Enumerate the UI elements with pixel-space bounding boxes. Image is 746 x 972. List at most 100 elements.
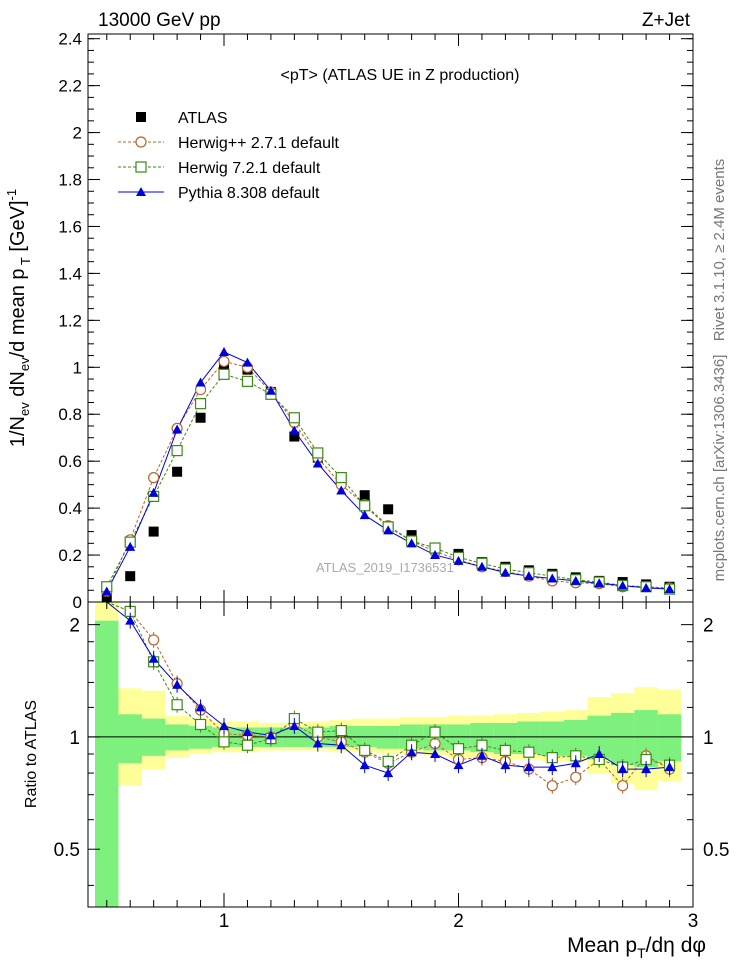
ratio-point-herwig7 xyxy=(523,746,535,758)
band-inner xyxy=(610,712,635,766)
x-tick-label: 3 xyxy=(688,911,699,932)
ratio-y-label: Ratio to ATLAS xyxy=(23,700,40,808)
point-pythia xyxy=(641,582,652,592)
ratio-point-herwig7 xyxy=(218,736,230,748)
ratio-point-pythia xyxy=(547,762,558,772)
ratio-point-herwig7 xyxy=(452,743,465,755)
ratio-point-herwigpp xyxy=(148,634,160,646)
band-inner xyxy=(118,714,142,764)
point-data xyxy=(172,466,183,477)
point-pythia xyxy=(336,485,347,495)
band-inner xyxy=(517,721,541,754)
ratio-point-pythia xyxy=(219,720,230,730)
point-pythia xyxy=(500,567,511,577)
point-pythia xyxy=(664,584,675,594)
point-herwig7 xyxy=(194,398,207,410)
mcplots-label: mcplots.cern.ch [arXiv:1306.3436] xyxy=(711,355,728,582)
point-pythia xyxy=(523,571,534,581)
legend-marker-data xyxy=(136,112,146,122)
point-pythia xyxy=(101,586,112,596)
point-pythia xyxy=(359,510,370,520)
main-y-axis: 0 0.2 0.4 0.6 0.8 1 1.2 1.4 1.6 1.8 2 2.2 2.4 xyxy=(58,30,693,612)
band-inner xyxy=(587,715,611,760)
series-line-pythia xyxy=(106,351,670,592)
ratio-point-pythia xyxy=(430,748,441,758)
ratio-point-pythia xyxy=(594,748,605,758)
x-axis: 1 2 3 xyxy=(106,602,699,932)
point-herwig7 xyxy=(171,445,183,457)
point-data xyxy=(383,504,394,515)
ratio-point-pythia xyxy=(617,764,628,774)
point-herwig7 xyxy=(241,375,254,387)
x-tick-label: 2 xyxy=(453,911,464,932)
ratio-point-herwigpp xyxy=(570,771,582,783)
y-tick-label: 0.4 xyxy=(58,499,82,518)
ratio-point-herwigpp xyxy=(617,780,629,792)
ratio-point-herwig7 xyxy=(335,724,347,737)
point-pythia xyxy=(219,347,230,357)
point-pythia xyxy=(195,377,206,387)
point-data xyxy=(289,431,300,442)
band-inner xyxy=(657,714,682,762)
point-pythia xyxy=(312,458,323,468)
main-panel: 0 0.2 0.4 0.6 0.8 1 1.2 1.4 1.6 1.8 2 2.2 2.4 <pT> (… xyxy=(4,30,694,612)
point-pythia xyxy=(289,425,300,435)
ratio-point-herwig7 xyxy=(171,699,183,711)
point-pythia xyxy=(406,538,417,548)
analysis-id: ATLAS_2019_I1736531 xyxy=(316,560,454,575)
ratio-panel: 0.5 0.5 1 1 2 2 1 2 3 Ratio to ATLAS Mean pT/dη… xyxy=(23,601,729,961)
point-pythia xyxy=(242,357,253,367)
y-tick-label: 2.2 xyxy=(58,77,82,96)
ratio-y-tick-label: 1 xyxy=(69,728,80,749)
ratio-y-axis: 0.5 0.5 1 1 2 2 xyxy=(54,616,729,886)
point-pythia xyxy=(594,578,605,588)
process-label: Z+Jet xyxy=(642,10,691,31)
ratio-y-tick-label-right: 0.5 xyxy=(703,840,729,861)
ratio-point-pythia xyxy=(383,768,394,778)
legend-label-pythia: Pythia 8.308 default xyxy=(178,185,320,202)
legend-marker-herwigpp xyxy=(135,136,147,148)
ratio-point-pythia xyxy=(476,750,487,760)
point-herwig7 xyxy=(312,447,324,459)
y-tick-label: 2.4 xyxy=(58,30,82,49)
ratio-plot-area xyxy=(88,601,693,907)
ratio-point-pythia xyxy=(406,747,417,757)
y-tick-label: 0.8 xyxy=(58,405,82,424)
y-tick-label: 1.8 xyxy=(58,171,82,190)
point-pythia xyxy=(125,541,136,551)
y-tick-label: 0 xyxy=(73,593,82,612)
ratio-point-pythia xyxy=(570,758,581,768)
ratio-point-herwig7 xyxy=(359,744,371,757)
ratio-point-herwig7 xyxy=(194,718,207,731)
rivet-label: Rivet 3.1.10, ≥ 2.4M events xyxy=(711,159,728,342)
ratio-point-pythia xyxy=(195,702,206,712)
legend-marker-herwig7 xyxy=(135,161,147,173)
band-inner xyxy=(165,724,189,751)
main-y-label: 1/Nev dNev/d mean p T [GeV]-1 xyxy=(4,189,33,447)
ratio-point-pythia xyxy=(336,740,347,750)
point-pythia xyxy=(547,573,558,583)
ratio-point-herwig7 xyxy=(499,744,512,757)
point-data xyxy=(359,490,370,501)
series-line-herwigpp xyxy=(106,360,670,592)
ratio-point-pythia xyxy=(453,760,464,770)
ratio-point-herwig7 xyxy=(241,739,254,751)
ratio-point-pythia xyxy=(289,720,300,730)
point-data xyxy=(125,571,136,582)
band-inner xyxy=(634,710,658,768)
point-herwig7 xyxy=(359,500,371,512)
point-pythia xyxy=(148,487,159,497)
ratio-point-pythia xyxy=(312,738,323,748)
y-tick-label: 1.2 xyxy=(58,311,82,330)
energy-label: 13000 GeV pp xyxy=(98,10,221,31)
ratio-point-pythia xyxy=(148,653,159,663)
x-tick-label: 1 xyxy=(219,911,230,932)
point-pythia xyxy=(453,555,464,565)
ratio-point-pythia xyxy=(265,730,276,740)
point-pythia xyxy=(430,550,441,560)
main-plot-area xyxy=(101,347,676,603)
point-data xyxy=(406,530,417,541)
point-herwig7 xyxy=(288,412,300,424)
ratio-y-tick-label-right: 2 xyxy=(703,616,714,637)
band-inner xyxy=(564,720,588,756)
